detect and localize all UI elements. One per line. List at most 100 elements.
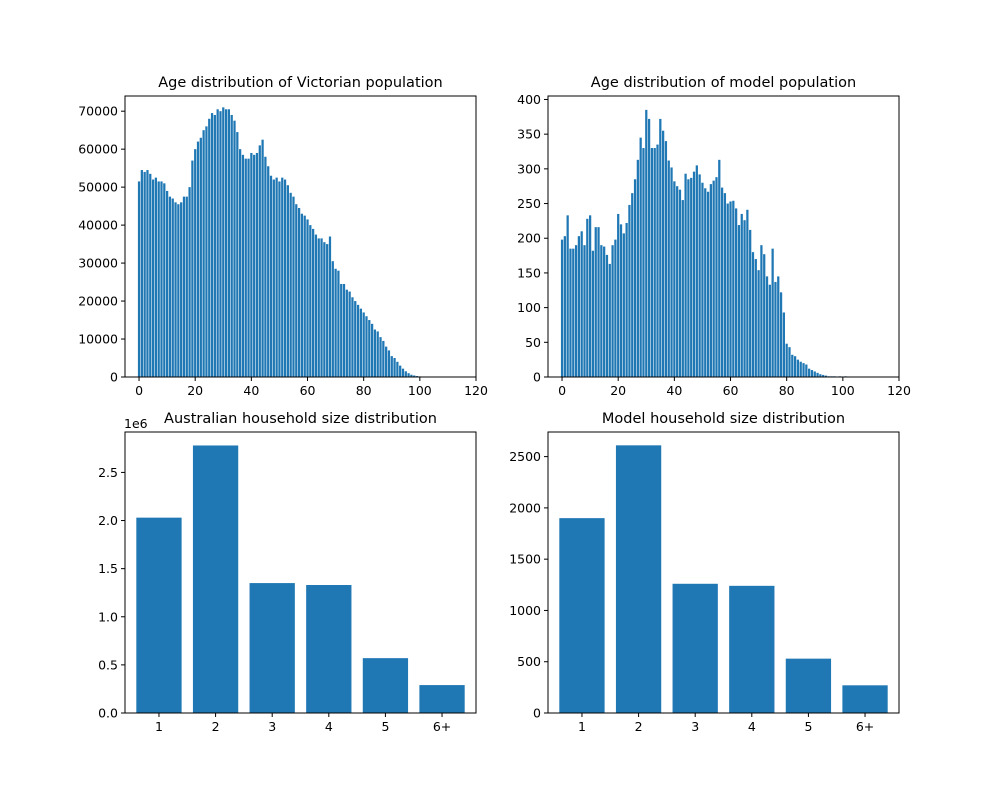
bar [566, 215, 569, 377]
y-tick-label: 1000 [509, 603, 541, 618]
y-tick-label: 250 [517, 196, 541, 211]
bar [791, 354, 794, 377]
chart-model-household: Model household size distribution 050010… [509, 411, 900, 734]
bar [588, 215, 592, 377]
y-tick-label: 500 [517, 654, 541, 669]
bar [334, 268, 337, 377]
bar [222, 107, 225, 377]
bar [303, 215, 306, 377]
bar [813, 371, 816, 377]
bar [743, 220, 746, 377]
bar [667, 160, 670, 377]
chart-title: Age distribution of Victorian population [158, 75, 442, 91]
bar [149, 173, 152, 377]
bar [283, 179, 287, 377]
bar [816, 372, 819, 377]
bar [732, 200, 735, 377]
bar [289, 192, 292, 377]
y-tick-label: 60000 [78, 142, 118, 157]
bar [317, 238, 320, 377]
bar [390, 356, 393, 377]
bar [709, 184, 712, 377]
bar [180, 202, 183, 377]
bar [320, 238, 323, 377]
bar [720, 187, 724, 377]
bar [785, 658, 832, 713]
bar [659, 118, 662, 377]
bar [140, 170, 143, 377]
bar [379, 337, 382, 377]
bar [687, 179, 690, 377]
bar [600, 245, 603, 377]
bar [314, 234, 318, 377]
bar [174, 202, 177, 377]
x-tick-label: 80 [356, 383, 372, 398]
y-tick-label: 0 [533, 706, 541, 721]
bar [407, 373, 410, 377]
bar [563, 236, 566, 377]
bar [385, 346, 388, 377]
bar [345, 289, 348, 377]
bar [300, 213, 304, 377]
bar [331, 261, 334, 377]
bar [842, 685, 888, 713]
x-tick-label: 2 [635, 719, 643, 734]
bar [768, 284, 771, 377]
bar [670, 167, 673, 377]
bar [370, 323, 374, 377]
y-axis: 0.0 0.5 1.0 1.5 2.0 2.5 [98, 465, 125, 721]
bar [586, 218, 589, 377]
bar [650, 148, 654, 377]
bar [819, 374, 822, 377]
bar [808, 368, 811, 377]
bar [168, 196, 172, 377]
bar [160, 181, 163, 377]
bar [656, 144, 659, 377]
y-axis: 0 500 1000 1500 2000 2500 [509, 449, 548, 721]
bar [328, 236, 332, 377]
bar [362, 312, 365, 377]
bar [676, 186, 679, 377]
bar [419, 685, 465, 713]
x-tick-label: 0 [135, 383, 143, 398]
bar [239, 149, 242, 377]
bar [614, 239, 617, 377]
x-tick-label: 4 [748, 719, 756, 734]
bar [639, 137, 642, 377]
bar [631, 193, 634, 377]
bar [723, 193, 727, 377]
bar [292, 196, 295, 377]
bar [757, 270, 760, 377]
x-tick-label: 60 [723, 383, 739, 398]
bar [227, 109, 231, 378]
y-tick-label: 150 [517, 265, 541, 280]
bar [611, 245, 614, 377]
bar [796, 359, 800, 377]
y-tick-label: 0.0 [98, 706, 118, 721]
y-tick-label: 50000 [78, 180, 118, 195]
bar [275, 177, 278, 377]
bar [608, 263, 611, 377]
bar [692, 171, 696, 377]
bar [387, 350, 391, 377]
y-offset-label: 1e6 [124, 416, 148, 431]
x-tick-label: 120 [887, 383, 911, 398]
bar [622, 233, 625, 377]
x-tick-label: 20 [187, 383, 203, 398]
bar [712, 180, 715, 377]
bar [645, 109, 648, 378]
x-tick-label: 60 [300, 383, 316, 398]
x-tick-label: 1 [155, 719, 163, 734]
bar [729, 201, 732, 377]
bar [785, 343, 788, 377]
y-tick-label: 20000 [78, 294, 118, 309]
bar [143, 171, 146, 377]
bar-series [559, 445, 888, 713]
x-tick-label: 1 [578, 719, 586, 734]
bar [628, 204, 631, 377]
bar [799, 361, 802, 377]
bar [774, 281, 777, 377]
y-tick-label: 300 [517, 161, 541, 176]
x-tick-label: 0 [558, 383, 566, 398]
bar [323, 242, 326, 377]
